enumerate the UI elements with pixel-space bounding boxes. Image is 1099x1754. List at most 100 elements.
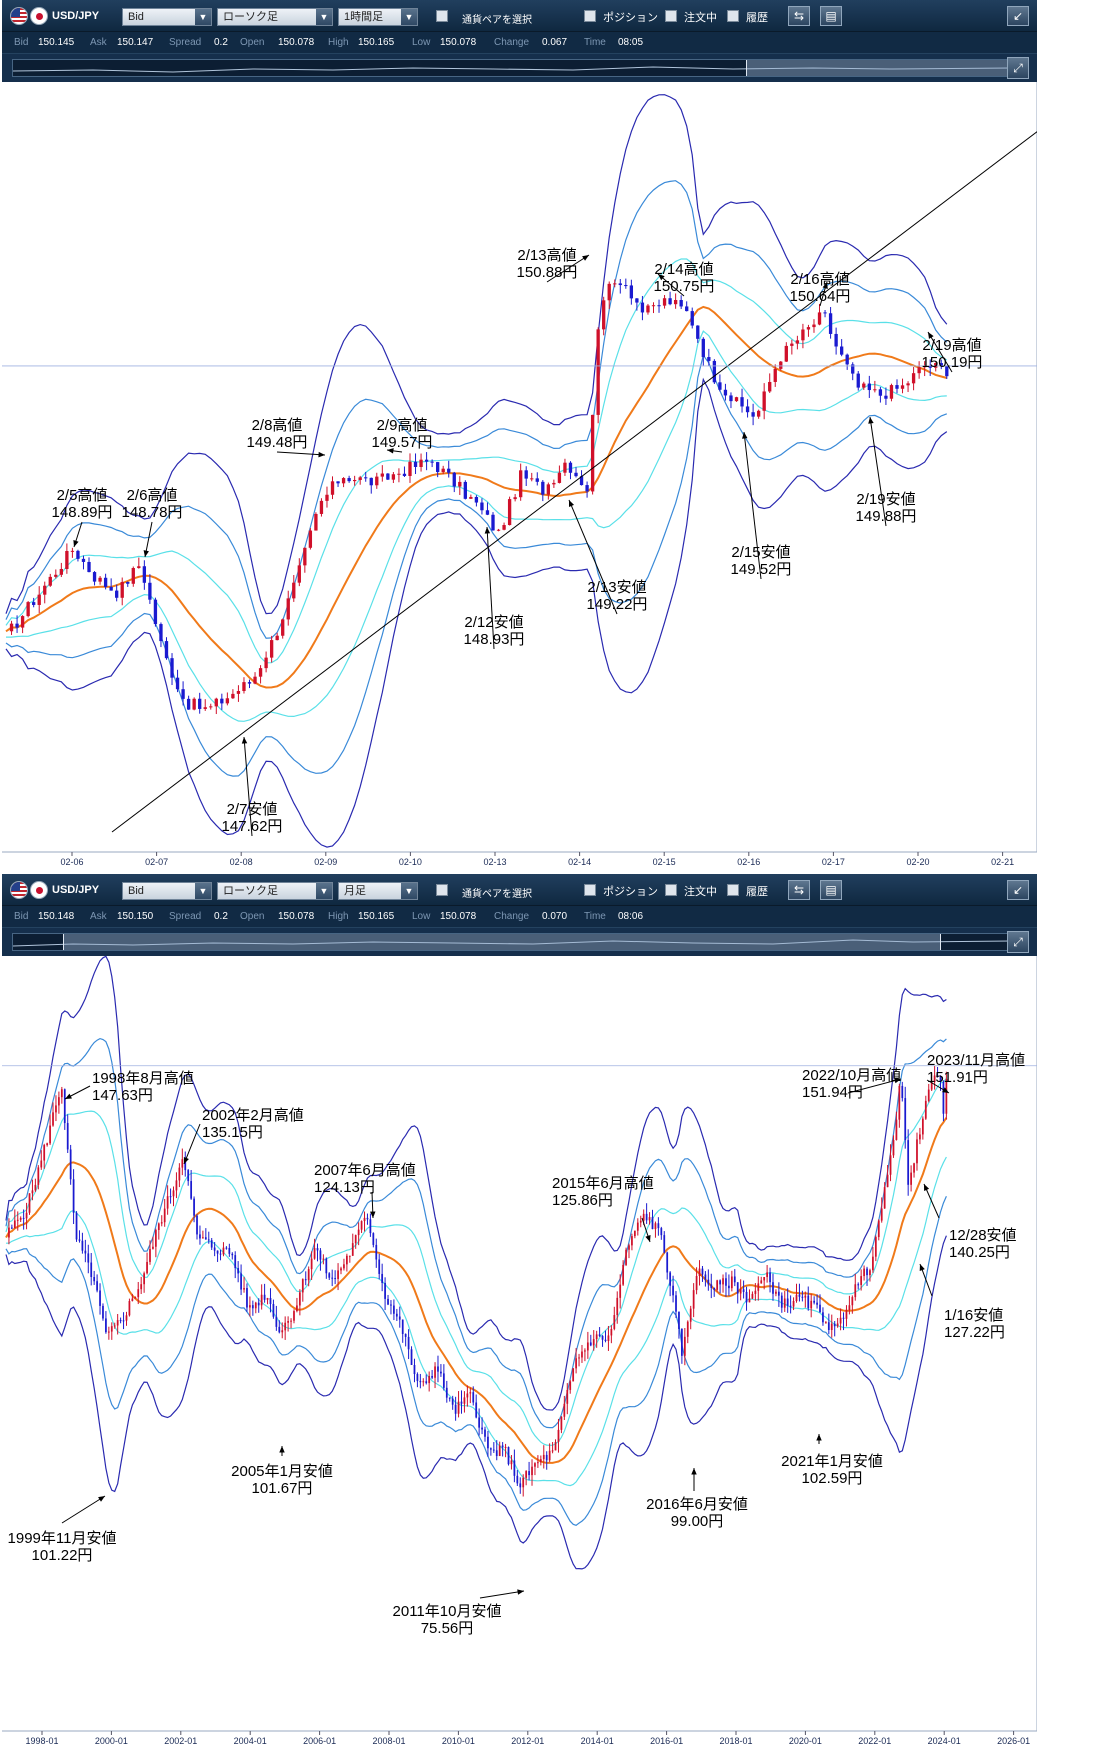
chart-style-select[interactable]: ローソク足 ▼ [217, 882, 333, 900]
annotation-arrowhead [484, 527, 491, 534]
annotation-arrowhead [241, 737, 248, 744]
window-icon[interactable]: ▤ [820, 880, 842, 900]
candle-body [524, 470, 528, 479]
candle-body [298, 1292, 301, 1306]
expand-icon[interactable]: ⤢ [1007, 57, 1029, 79]
candle-body [856, 373, 860, 388]
candle-body [93, 1277, 96, 1282]
candle-body [442, 1373, 445, 1388]
candle-body [266, 1298, 269, 1300]
candle-body [126, 581, 130, 584]
annotation-value: 102.59円 [802, 1470, 863, 1487]
monthly-chart-plot: 160.000150.000140.000130.000120.000110.0… [2, 955, 1078, 1749]
candle-body [328, 1273, 331, 1278]
candle-body [369, 477, 373, 486]
candle-body [619, 1284, 622, 1298]
annotation-arrowhead [919, 1264, 925, 1271]
price-type-select[interactable]: Bid ▼ [122, 882, 212, 900]
candle-body [522, 1477, 525, 1488]
navigator-bar: ⤢ [2, 928, 1037, 956]
annotation-label: 2/12安値 [464, 614, 523, 631]
x-tick-label: 02-14 [568, 857, 591, 867]
candle-body [43, 585, 47, 595]
candle-body [869, 1270, 871, 1276]
chart-settings-icon[interactable]: ⇆ [788, 6, 810, 26]
time-value: 08:06 [618, 911, 644, 922]
candle-body [49, 1125, 51, 1144]
history-checkbox[interactable] [727, 884, 739, 896]
navigator-track[interactable] [12, 59, 1012, 77]
spread-value: 0.2 [214, 37, 228, 48]
price-type-select[interactable]: Bid ▼ [122, 8, 212, 26]
candle-body [601, 1335, 604, 1340]
candle-body [448, 1397, 451, 1399]
history-checkbox[interactable] [727, 10, 739, 22]
candle-body [886, 1174, 889, 1188]
navigator-sparkline [12, 66, 1012, 73]
chart-style-select[interactable]: ローソク足 ▼ [217, 8, 333, 26]
candle-body [598, 1334, 601, 1336]
candle-body [830, 1323, 833, 1331]
candle-body [707, 1279, 710, 1285]
popout-icon[interactable]: ↙ [1007, 880, 1029, 900]
candle-body [463, 481, 467, 499]
chart-settings-icon[interactable]: ⇆ [788, 880, 810, 900]
candle-body [34, 1184, 37, 1191]
navigator-window-handle[interactable] [63, 934, 941, 950]
popout-icon[interactable]: ↙ [1007, 6, 1029, 26]
candle-body [451, 1398, 454, 1405]
timeframe-select[interactable]: 1時間足 ▼ [338, 8, 418, 26]
candle-body [199, 1234, 201, 1239]
candle-body [340, 1268, 342, 1271]
candle-body [525, 1471, 528, 1478]
navigator-track[interactable] [12, 933, 1012, 951]
orders-checkbox[interactable] [665, 10, 677, 22]
band-lower-2sigma [5, 353, 948, 777]
candle-body [736, 1282, 739, 1294]
candle-body [313, 1248, 316, 1259]
annotation-value: 150.75円 [654, 278, 715, 295]
spread-label: Spread [169, 911, 202, 922]
candle-body [718, 382, 722, 390]
position-checkbox[interactable] [584, 10, 596, 22]
candle-body [269, 640, 274, 658]
select-pair-checkbox[interactable] [436, 10, 448, 22]
select-pair-checkbox[interactable] [436, 884, 448, 896]
x-tick-label: 2020-01 [789, 1736, 822, 1746]
expand-icon[interactable]: ⤢ [1007, 931, 1029, 953]
candle-body [157, 1223, 160, 1231]
candle-body [13, 1220, 16, 1229]
candle-body [784, 345, 788, 362]
candle-body [646, 305, 650, 313]
position-label: ポジション [603, 886, 658, 898]
x-tick-label: 2014-01 [581, 1736, 614, 1746]
candle-body [836, 1323, 839, 1327]
history-label: 履歴 [746, 12, 768, 24]
candle-body [402, 473, 407, 476]
annotation-value: 150.88円 [517, 264, 578, 281]
window-icon[interactable]: ▤ [820, 6, 842, 26]
candle-body [739, 1289, 742, 1294]
high-label: High [328, 37, 349, 48]
orders-checkbox[interactable] [665, 884, 677, 896]
annotation-arrowhead [318, 451, 325, 458]
candle-body [264, 657, 268, 669]
position-checkbox[interactable] [584, 884, 596, 896]
candle-body [69, 1149, 72, 1180]
timeframe-select[interactable]: 月足 ▼ [338, 882, 418, 900]
candle-body [401, 1319, 404, 1334]
annotation-label: 2/8高値 [252, 417, 303, 434]
candle-body [222, 1247, 225, 1255]
navigator-window-handle[interactable] [746, 60, 1011, 76]
annotation-arrowhead [65, 1093, 72, 1099]
annotation-label: 12/28安値 [949, 1227, 1017, 1244]
x-tick-label: 2012-01 [511, 1736, 544, 1746]
candle-body [592, 1339, 595, 1346]
annotation-arrow-line [276, 451, 326, 456]
candle-body [386, 473, 390, 480]
candle-body [422, 1381, 425, 1383]
candle-body [531, 1466, 533, 1476]
candle-body [375, 1244, 378, 1260]
trendline [111, 127, 1043, 833]
candle-body [419, 1380, 422, 1383]
